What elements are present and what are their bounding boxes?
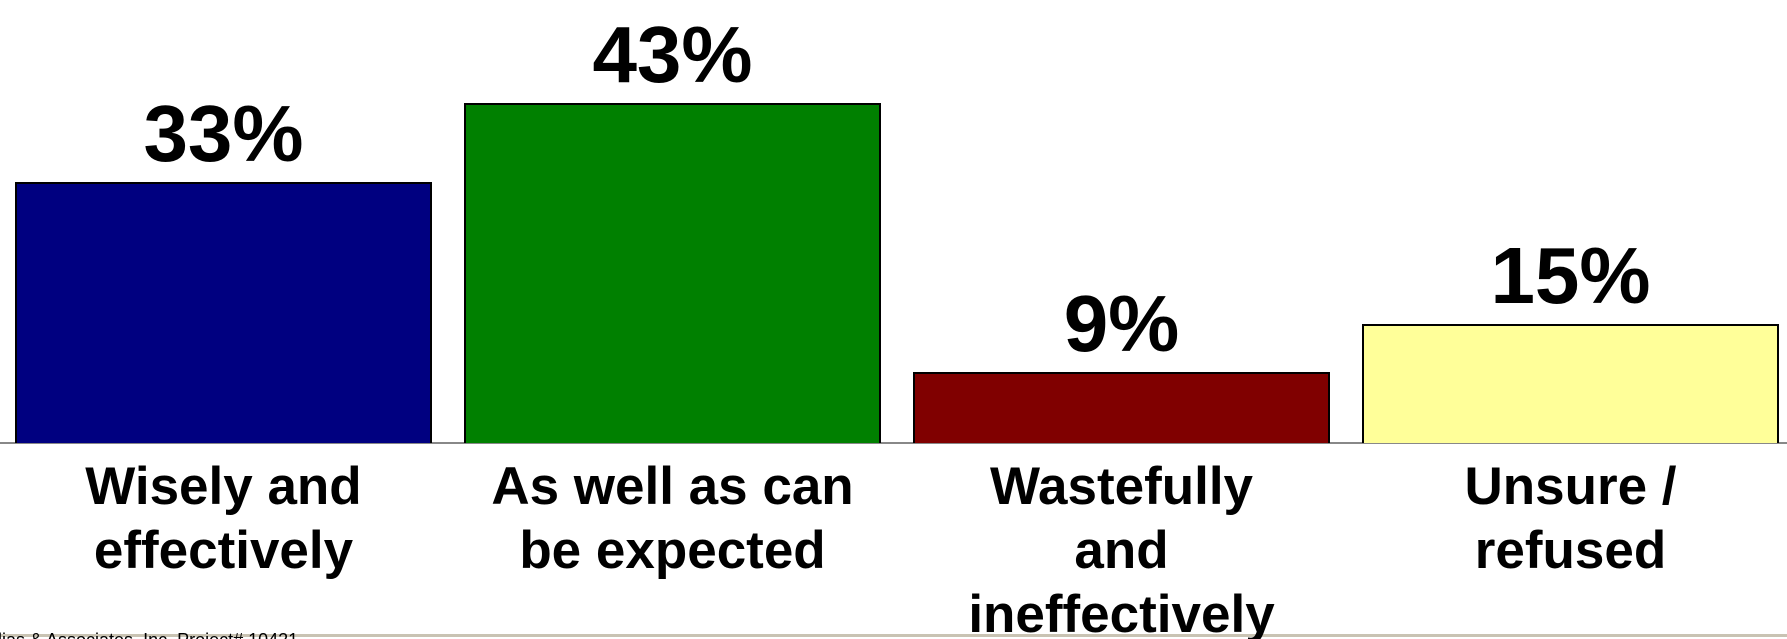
value-label: 15% bbox=[1490, 231, 1651, 321]
value-label: 9% bbox=[1063, 278, 1180, 368]
x-tick-label: As well as can be expected bbox=[491, 457, 854, 580]
bar bbox=[913, 371, 1330, 443]
footer-line bbox=[0, 634, 1787, 637]
bar bbox=[15, 181, 432, 443]
x-tick-label: Wisely and effectively bbox=[85, 457, 362, 580]
footer: lias & Associates, Inc. Project# 10421 bbox=[0, 630, 298, 639]
value-label: 33% bbox=[143, 88, 304, 178]
bar bbox=[464, 102, 881, 443]
value-label: 43% bbox=[592, 9, 753, 99]
baseline bbox=[0, 442, 1787, 444]
x-tick-label: Wastefully and ineffectively bbox=[968, 457, 1275, 639]
bar bbox=[1362, 324, 1779, 443]
x-tick-label: Unsure / refused bbox=[1464, 457, 1677, 580]
